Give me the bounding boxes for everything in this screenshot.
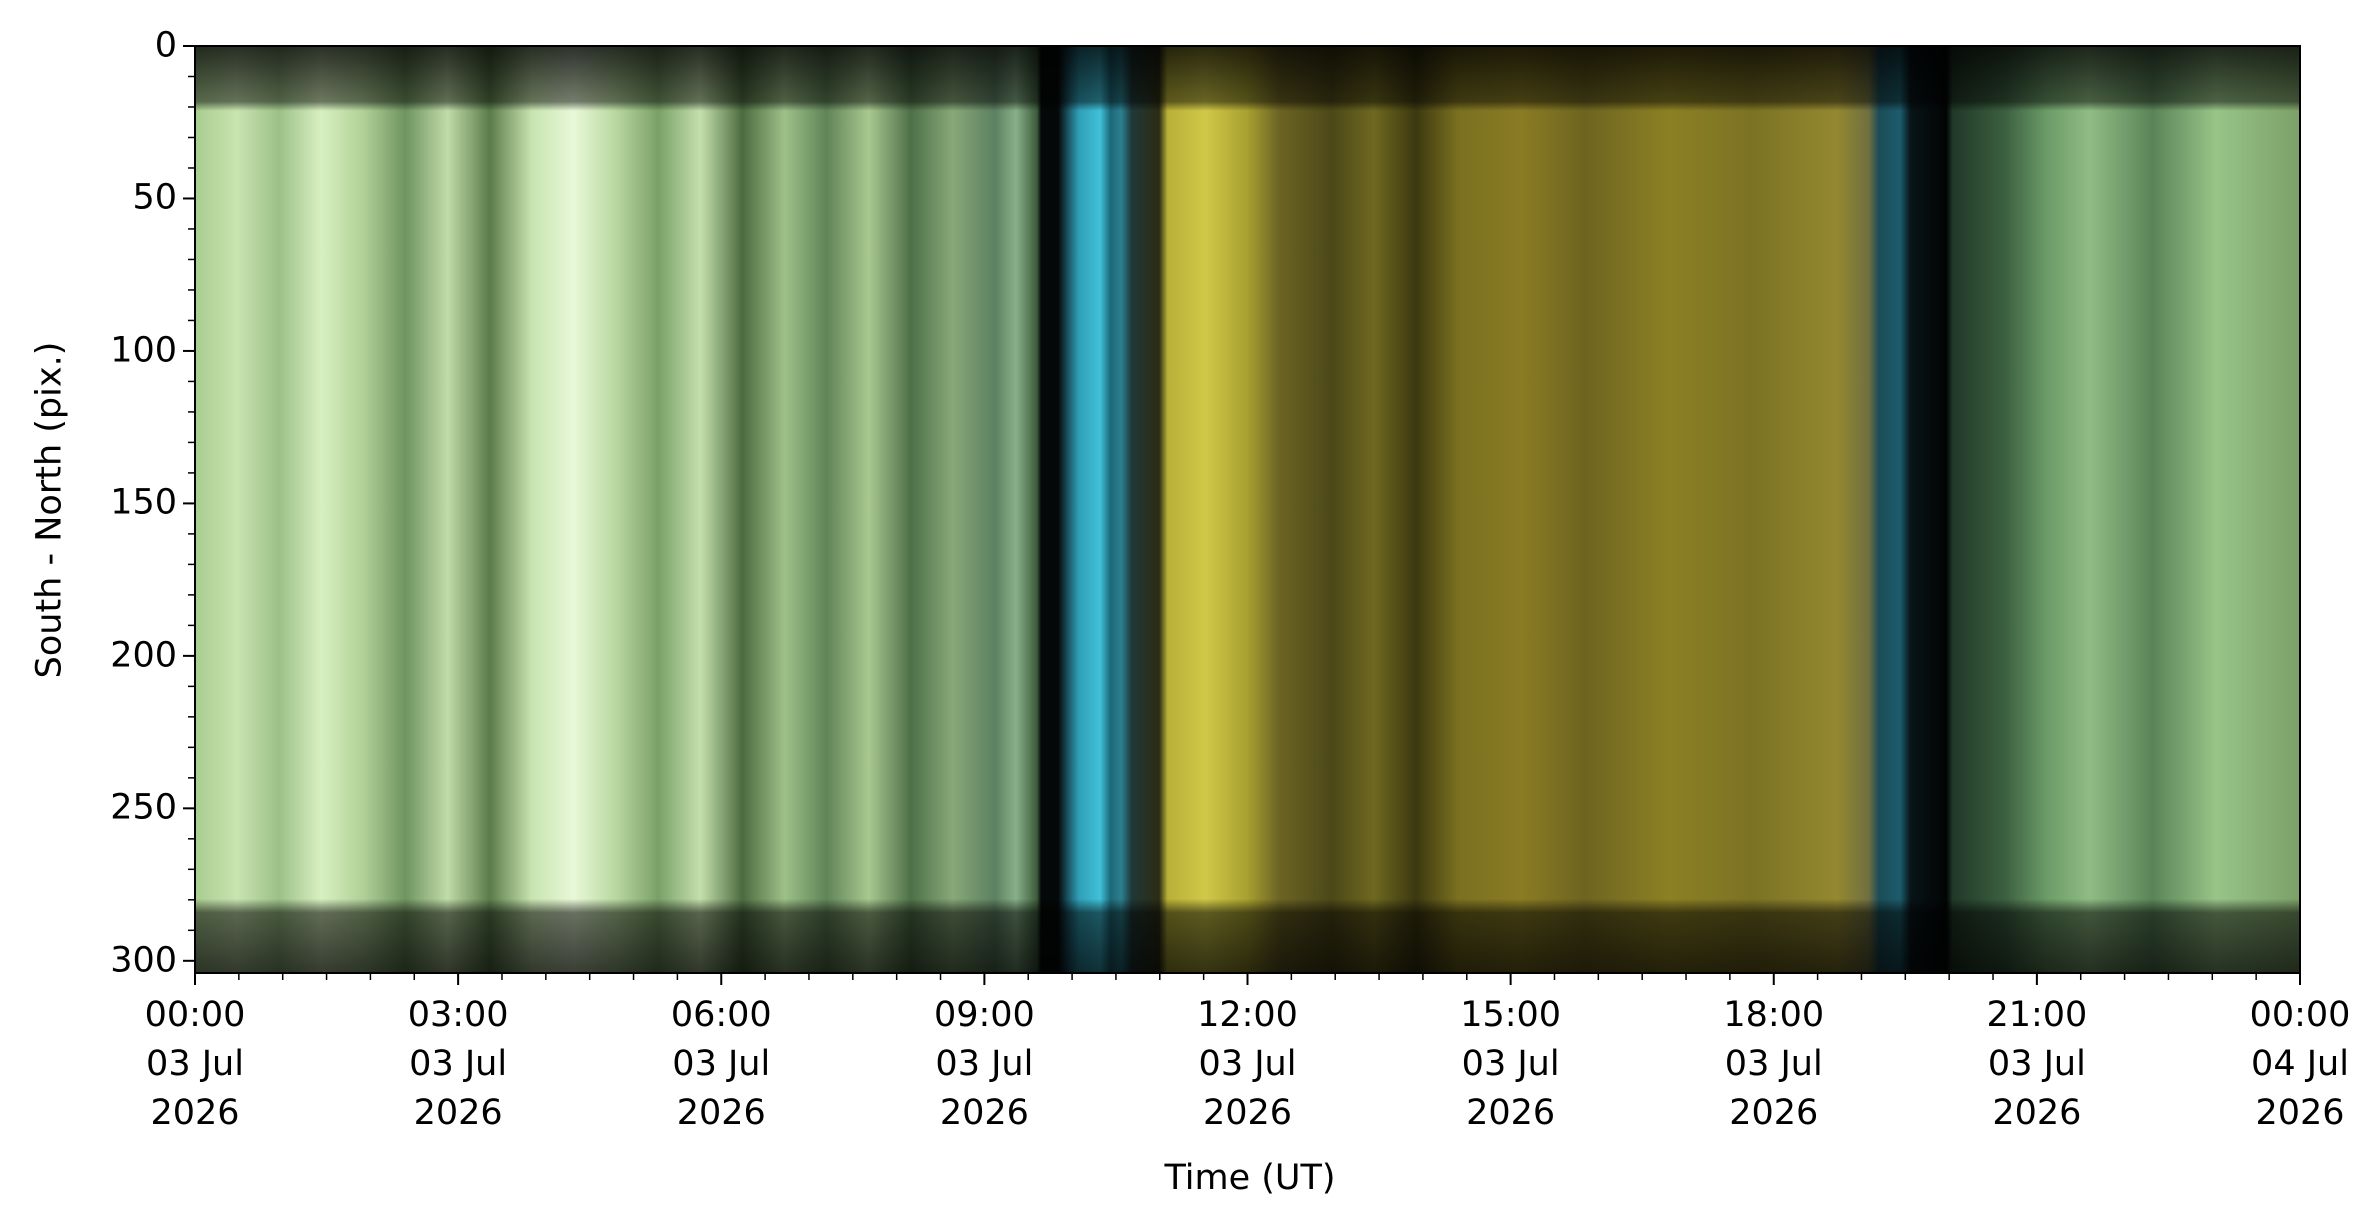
x-tick-label: 00:00 03 Jul 2026 [144,995,246,1133]
x-tick-label: 03:00 03 Jul 2026 [407,995,509,1133]
x-tick-label: 12:00 03 Jul 2026 [1197,995,1298,1133]
x-tick-label: 06:00 03 Jul 2026 [670,995,772,1133]
x-tick-label: 00:00 04 Jul 2026 [2249,995,2351,1133]
y-tick-label: 200 [110,635,177,676]
y-tick-label: 150 [110,482,177,523]
y-tick-label: 300 [110,940,177,981]
y-axis-label: South - North (pix.) [29,341,70,679]
x-tick-label: 09:00 03 Jul 2026 [933,995,1035,1133]
y-tick-label: 250 [110,787,177,828]
x-tick-label: 15:00 03 Jul 2026 [1460,995,1562,1133]
keogram-shading [195,46,2300,973]
x-tick-label: 21:00 03 Jul 2026 [1986,995,2088,1133]
y-tick-label: 50 [132,177,177,218]
y-tick-label: 0 [154,25,177,66]
y-tick-label: 100 [110,330,177,371]
x-axis-label: Time (UT) [1164,1158,1336,1198]
x-tick-label: 18:00 03 Jul 2026 [1723,995,1825,1133]
